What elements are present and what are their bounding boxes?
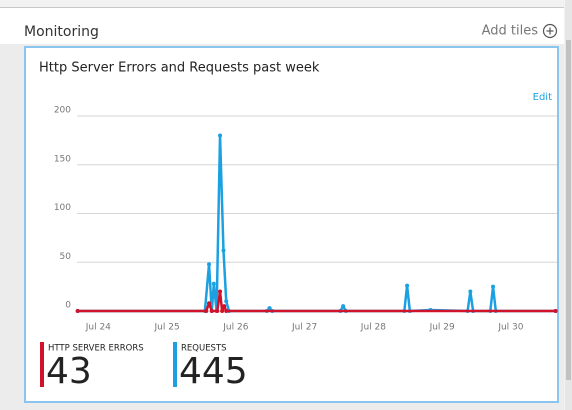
x-tick-label: Jul 29	[429, 323, 455, 333]
data-point	[405, 283, 410, 288]
y-tick-label: 100	[54, 203, 71, 213]
data-point	[221, 248, 226, 253]
data-point	[224, 299, 229, 304]
x-tick-label: Jul 28	[360, 323, 386, 333]
data-point	[207, 262, 212, 267]
scroll-thumb[interactable]	[566, 40, 571, 380]
data-point	[204, 309, 209, 313]
edit-link[interactable]: Edit	[533, 92, 552, 103]
y-tick-label: 200	[54, 106, 71, 116]
y-tick-label: 0	[65, 301, 71, 311]
data-point	[224, 309, 229, 313]
data-point	[218, 289, 223, 294]
data-point	[341, 304, 346, 309]
data-point	[491, 284, 496, 289]
data-point	[267, 306, 272, 311]
x-tick-label: Jul 27	[291, 323, 317, 333]
x-tick-label: Jul 26	[222, 323, 248, 333]
data-point	[215, 309, 220, 313]
y-tick-label: 50	[60, 252, 72, 262]
data-point	[207, 301, 212, 306]
legend-swatch	[173, 342, 177, 387]
data-point	[222, 304, 227, 309]
tile-title: Http Server Errors and Requests past wee…	[39, 61, 320, 76]
x-tick-label: Jul 30	[497, 323, 523, 333]
data-point	[75, 309, 80, 313]
legend-total: 43	[46, 351, 92, 392]
data-point	[211, 281, 216, 286]
legend-label: REQUESTS	[181, 344, 227, 354]
legend-swatch	[40, 342, 44, 387]
data-point	[209, 309, 214, 313]
data-point	[220, 309, 225, 313]
series-line	[77, 290, 556, 313]
add-tiles[interactable]: Add tiles	[482, 24, 539, 39]
legend-total: 445	[179, 351, 248, 392]
data-point	[218, 133, 223, 138]
data-point	[553, 309, 558, 313]
y-tick-label: 150	[54, 154, 71, 164]
tile[interactable]	[24, 46, 559, 403]
x-tick-label: Jul 24	[85, 323, 111, 333]
data-point	[468, 289, 473, 294]
x-tick-label: Jul 25	[154, 323, 180, 333]
section-title: Monitoring	[24, 24, 99, 40]
add-icon[interactable]	[542, 23, 558, 39]
legend-label: HTTP SERVER ERRORS	[48, 344, 144, 354]
